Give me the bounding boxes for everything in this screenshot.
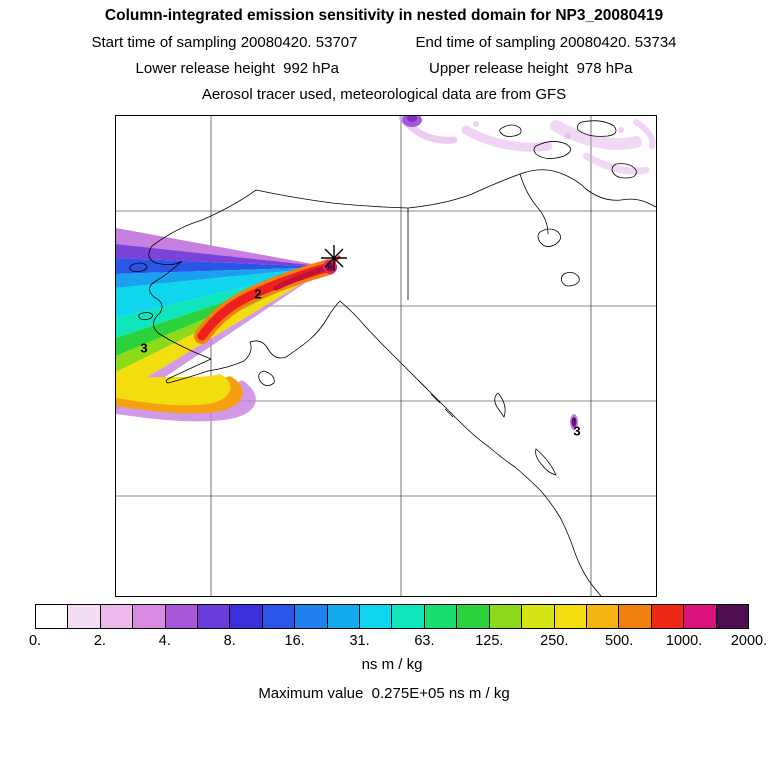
colorbar-units-label: ns m / kg bbox=[361, 656, 423, 673]
lower-release-text: Lower release height 992 hPa bbox=[135, 60, 339, 77]
colorbar-cell bbox=[67, 605, 100, 628]
colorbar-tick-label: 2. bbox=[93, 633, 106, 649]
colorbar-cell bbox=[294, 605, 327, 628]
colorbar-tick-label: 250. bbox=[540, 633, 569, 649]
sampling-times-line: Start time of sampling 20080420. 53707 E… bbox=[0, 34, 768, 51]
vancouver-island bbox=[535, 448, 557, 476]
map-plot bbox=[116, 116, 656, 596]
colorbar-tick-label: 1000. bbox=[665, 633, 703, 649]
colorbar-tick-label: 4. bbox=[158, 633, 171, 649]
colorbar-cell bbox=[164, 605, 198, 628]
secondary-hotspot bbox=[570, 414, 578, 430]
colorbar-cell bbox=[456, 605, 489, 628]
coastlines bbox=[129, 120, 656, 596]
kodiak-island bbox=[258, 370, 275, 386]
colorbar-cell bbox=[715, 605, 748, 628]
faint-plume-wisps bbox=[398, 116, 656, 175]
colorbar-cell bbox=[36, 605, 68, 628]
colorbar-cell bbox=[683, 605, 716, 628]
colorbar-tick-label: 63. bbox=[414, 633, 435, 649]
colorbar-ticks: 0. 2. 4. 8. 16. 31. 63. 125. 250. 500. 1000. 2000. bbox=[29, 633, 767, 651]
release-heights-line: Lower release height 992 hPa Upper relea… bbox=[0, 60, 768, 77]
river-line bbox=[519, 173, 549, 235]
lake-outline bbox=[560, 272, 580, 287]
upper-release-text: Upper release height 978 hPa bbox=[429, 60, 633, 77]
colorbar-cell bbox=[99, 605, 133, 628]
contour-label-2: 2 bbox=[254, 286, 262, 302]
tracer-info-line: Aerosol tracer used, meteorological data… bbox=[201, 86, 567, 103]
gridlines bbox=[116, 116, 656, 596]
haida-gwaii-island bbox=[494, 392, 506, 418]
max-value-line: Maximum value 0.275E+05 ns m / kg bbox=[258, 685, 510, 702]
colorbar-cell bbox=[326, 605, 360, 628]
colorbar-tick-label: 0. bbox=[28, 633, 42, 649]
colorbar-tick-label: 16. bbox=[284, 633, 305, 649]
figure-title: Column-integrated emission sensitivity i… bbox=[104, 7, 664, 24]
colorbar-cell bbox=[197, 605, 230, 628]
map-panel: 2 3 3 bbox=[115, 115, 657, 597]
colorbar-tick-label: 2000. bbox=[730, 633, 768, 649]
colorbar-cell bbox=[521, 605, 554, 628]
contour-label-3b: 3 bbox=[573, 423, 581, 439]
colorbar-tick-label: 500. bbox=[605, 633, 634, 649]
contour-label-3: 3 bbox=[140, 340, 148, 356]
colorbar-cell bbox=[359, 605, 392, 628]
colorbar bbox=[35, 604, 749, 629]
start-time-text: Start time of sampling 20080420. 53707 bbox=[91, 34, 358, 51]
end-time-text: End time of sampling 20080420. 53734 bbox=[415, 34, 677, 51]
colorbar-cell bbox=[650, 605, 684, 628]
colorbar-cell bbox=[261, 605, 295, 628]
colorbar-cell bbox=[488, 605, 522, 628]
source-star-marker bbox=[321, 245, 347, 271]
colorbar-cell bbox=[553, 605, 586, 628]
colorbar-cell bbox=[618, 605, 651, 628]
colorbar-tick-label: 8. bbox=[223, 633, 236, 649]
lake-outline bbox=[537, 228, 561, 247]
colorbar-cell bbox=[423, 605, 457, 628]
colorbar-cell bbox=[391, 605, 424, 628]
colorbar-cell bbox=[585, 605, 619, 628]
colorbar-tick-label: 31. bbox=[349, 633, 370, 649]
colorbar-cell bbox=[132, 605, 165, 628]
colorbar-tick-label: 125. bbox=[475, 633, 504, 649]
colorbar-cell bbox=[229, 605, 262, 628]
